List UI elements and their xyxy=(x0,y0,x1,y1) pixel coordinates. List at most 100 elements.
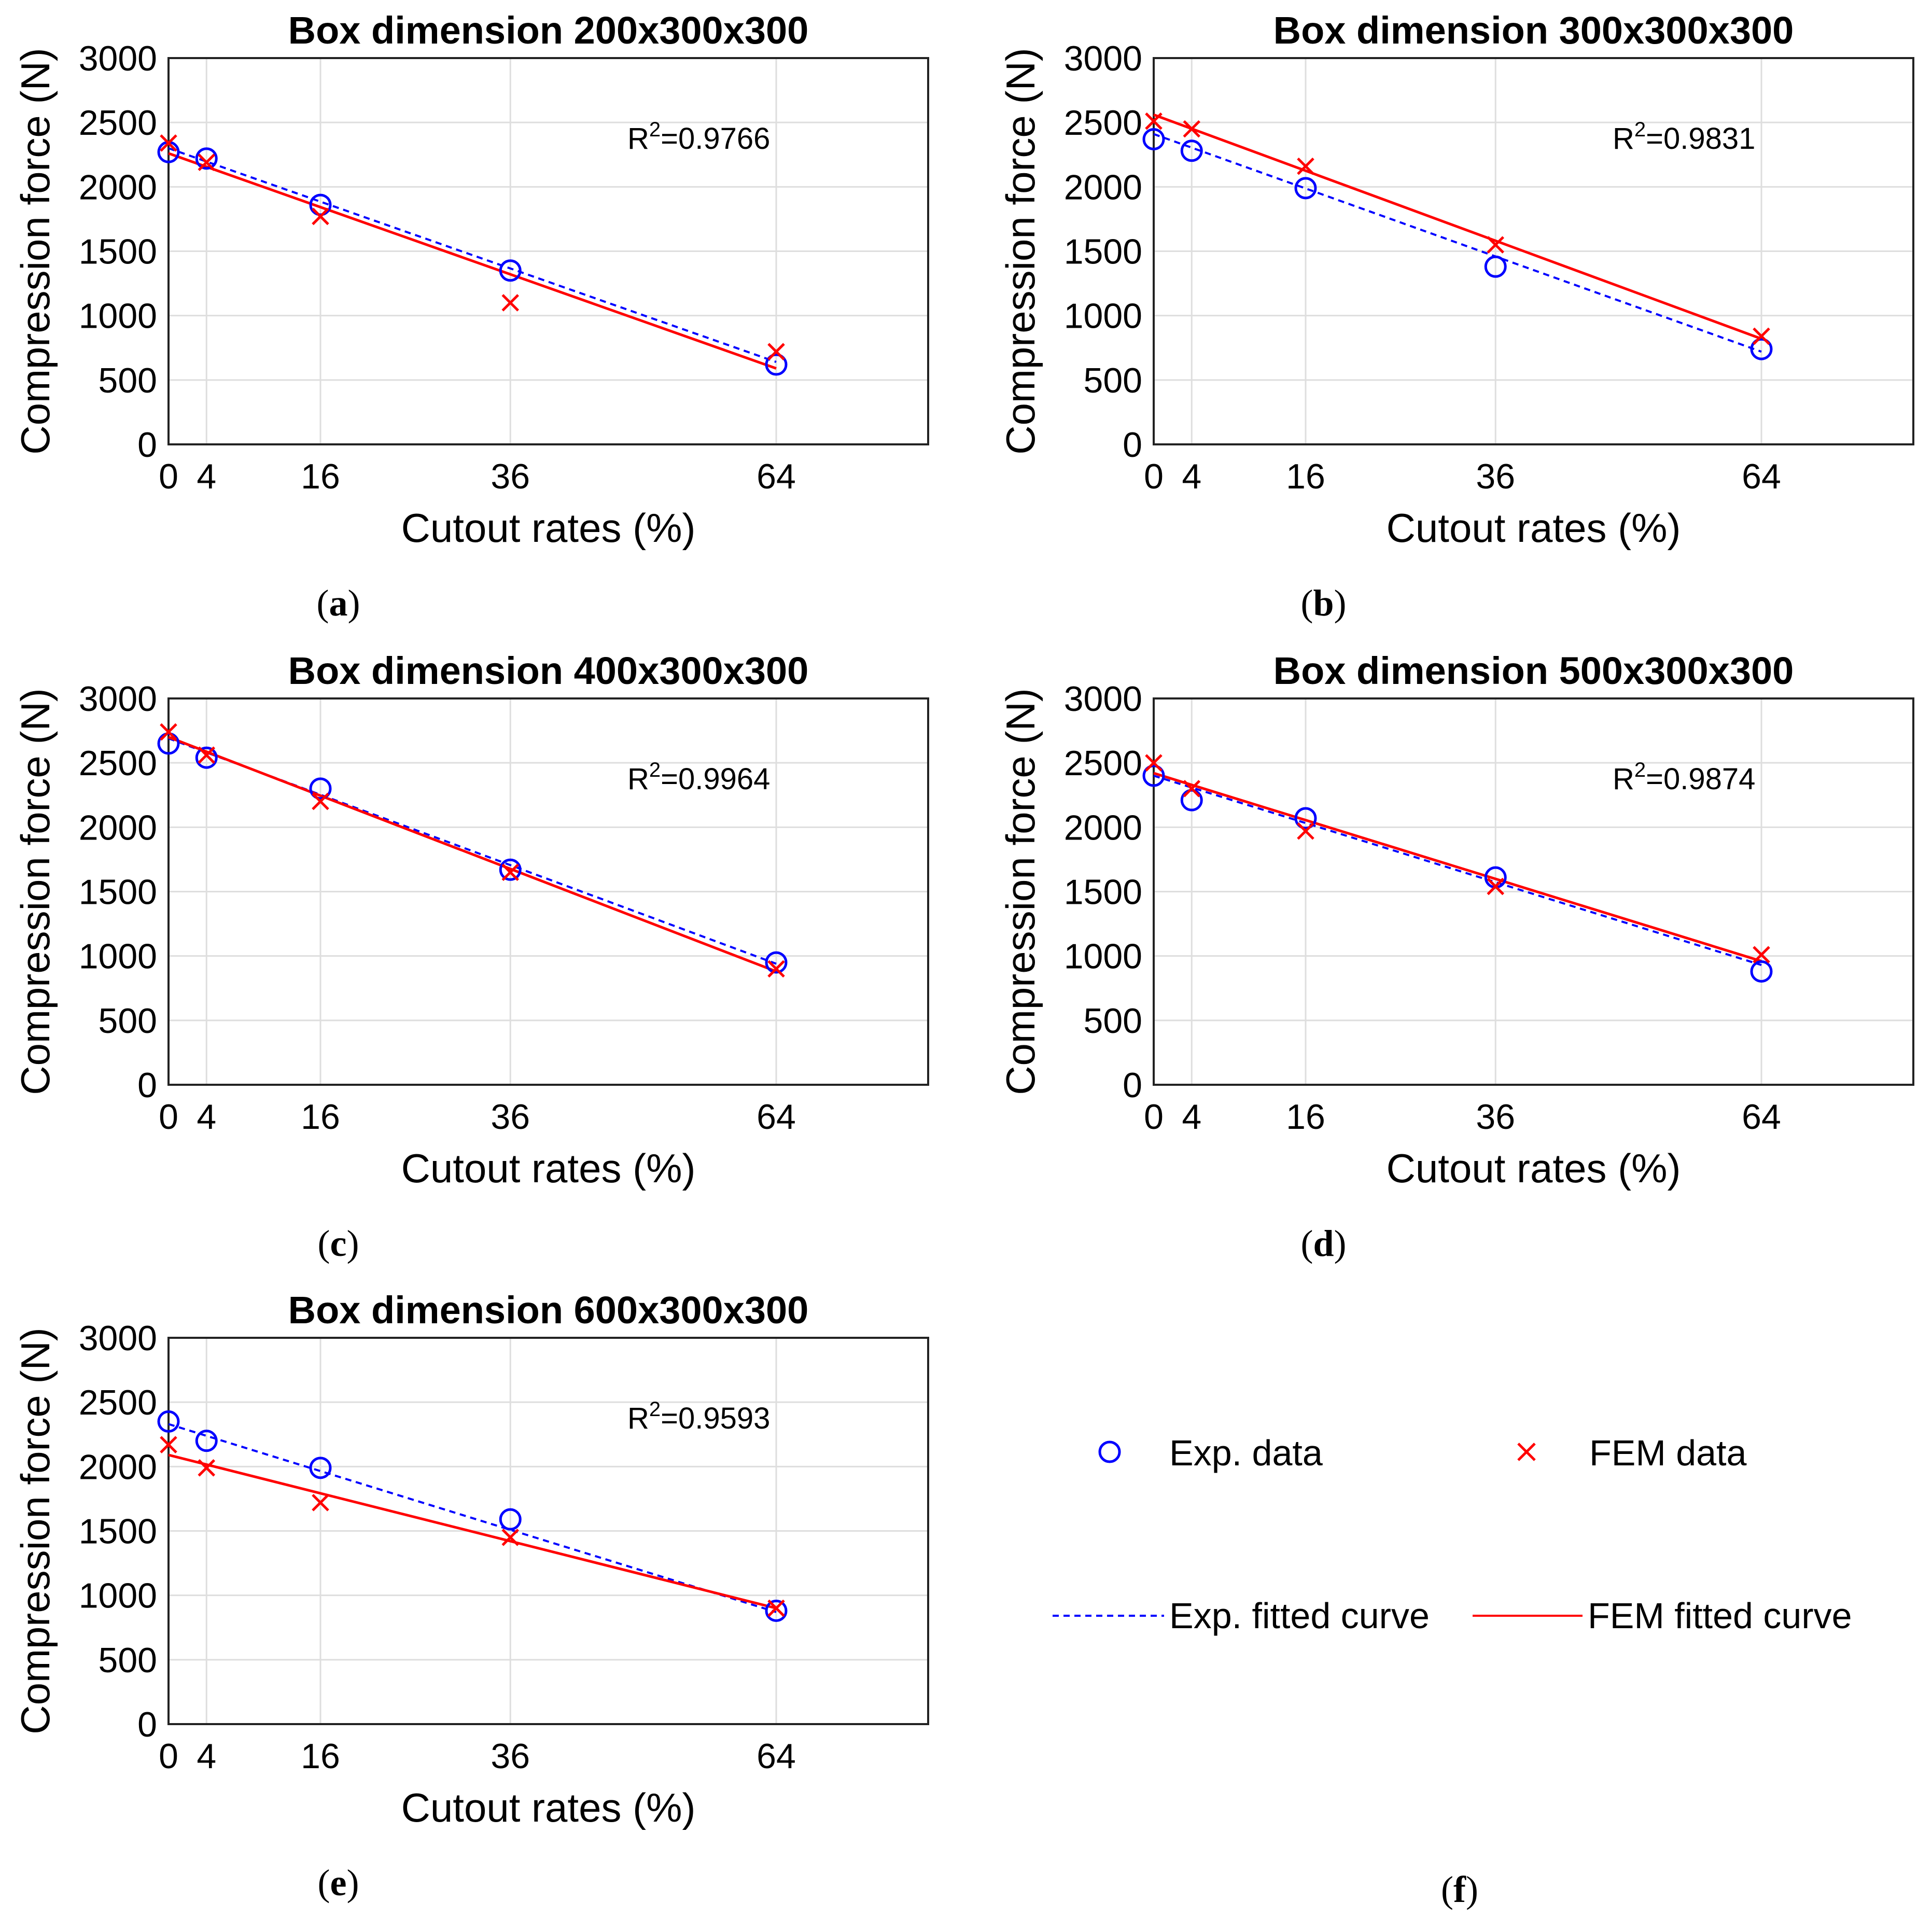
y-tick-label: 1500 xyxy=(1064,232,1142,272)
exp-data-point xyxy=(1750,960,1773,983)
exp-data-point xyxy=(195,147,218,170)
x-tick-label: 64 xyxy=(1742,1097,1781,1137)
fem-data-point xyxy=(1183,120,1201,138)
y-tick-label: 3000 xyxy=(1064,39,1142,78)
exp-fitted-line xyxy=(168,1423,777,1613)
fem-data-point xyxy=(1145,112,1163,130)
x-tick-label: 0 xyxy=(1144,1097,1164,1137)
y-tick-label: 3000 xyxy=(79,39,157,78)
legend-exp-fit-label: Exp. fitted curve xyxy=(1169,1596,1430,1636)
exp-data-point xyxy=(765,1599,788,1622)
panel-caption: (d) xyxy=(1300,1223,1346,1264)
y-tick-label: 0 xyxy=(137,1705,157,1744)
fem-data-point xyxy=(1145,754,1163,772)
fem-data-point xyxy=(1753,327,1770,345)
x-tick-label: 4 xyxy=(197,457,216,496)
x-tick-label: 36 xyxy=(491,457,530,496)
exp-data-point xyxy=(499,1508,522,1531)
x-tick-label: 16 xyxy=(301,457,340,496)
y-axis-label: Compression force (N) xyxy=(998,48,1043,455)
exp-data-point xyxy=(1142,128,1165,150)
x-tick-label: 4 xyxy=(1182,457,1201,496)
fem-data-point xyxy=(312,1494,329,1512)
exp-fitted-line xyxy=(1153,133,1762,353)
exp-data-point xyxy=(309,1457,332,1479)
exp-data-point xyxy=(1142,764,1165,787)
chart-title: Box dimension 300x300x300 xyxy=(1273,9,1794,52)
panel-caption: (c) xyxy=(318,1223,359,1264)
fem-data-point xyxy=(1487,236,1505,254)
y-tick-label: 1000 xyxy=(1064,297,1142,336)
fem-data-point xyxy=(1487,877,1505,895)
exp-data-point xyxy=(1750,338,1773,360)
x-tick-label: 4 xyxy=(197,1737,216,1776)
plot-border xyxy=(1153,57,1914,445)
x-tick-label: 64 xyxy=(757,457,796,496)
y-tick-label: 0 xyxy=(137,1066,157,1105)
exp-data-point xyxy=(157,1410,180,1433)
x-tick-label: 0 xyxy=(159,457,178,496)
y-tick-label: 2000 xyxy=(79,167,157,207)
chart-title: Box dimension 500x300x300 xyxy=(1273,649,1794,692)
panel-caption: (b) xyxy=(1300,582,1346,624)
exp-data-point xyxy=(1484,255,1507,278)
y-axis-label: Compression force (N) xyxy=(12,1327,58,1734)
chart-title: Box dimension 200x300x300 xyxy=(288,9,809,52)
plot-border xyxy=(1153,697,1914,1086)
fem-fitted-line xyxy=(168,736,777,973)
y-tick-label: 1500 xyxy=(79,873,157,912)
exp-data-point xyxy=(195,1430,218,1452)
chart-title: Box dimension 600x300x300 xyxy=(288,1289,809,1332)
legend-exp-data-label: Exp. data xyxy=(1169,1433,1323,1473)
y-axis-label: Compression force (N) xyxy=(12,48,58,455)
x-tick-label: 64 xyxy=(757,1097,796,1137)
plot-border xyxy=(167,1337,929,1725)
r-squared-label: R2=0.9964 xyxy=(627,759,770,796)
y-tick-label: 0 xyxy=(1123,1066,1142,1105)
x-tick-label: 0 xyxy=(1144,457,1164,496)
fem-data-point xyxy=(1183,780,1201,797)
x-axis-label: Cutout rates (%) xyxy=(401,1145,696,1191)
legend-panel: Exp. data FEM data Exp. fitted curve FEM… xyxy=(1053,1433,1852,1910)
chart-title: Box dimension 400x300x300 xyxy=(288,649,809,692)
exp-fitted-line xyxy=(168,147,777,363)
x-tick-label: 0 xyxy=(159,1097,178,1137)
exp-data-point xyxy=(499,858,522,881)
exp-data-point xyxy=(765,353,788,376)
fem-data-point xyxy=(1297,157,1314,175)
fem-fitted-line xyxy=(168,152,777,370)
plot-border xyxy=(167,697,929,1086)
exp-data-point xyxy=(499,259,522,282)
y-tick-label: 500 xyxy=(99,1641,157,1680)
y-tick-label: 2000 xyxy=(79,1447,157,1487)
legend-fem-data-label: FEM data xyxy=(1589,1433,1747,1473)
exp-data-point xyxy=(765,951,788,974)
y-tick-label: 2500 xyxy=(79,1383,157,1422)
y-tick-label: 1000 xyxy=(79,297,157,336)
y-tick-label: 500 xyxy=(1084,361,1142,400)
fem-data-point xyxy=(767,343,785,360)
fem-data-point xyxy=(198,153,216,171)
y-tick-label: 2500 xyxy=(1064,744,1142,783)
x-tick-label: 4 xyxy=(197,1097,216,1137)
r-squared-label: R2=0.9874 xyxy=(1613,759,1755,796)
panel-caption: (f) xyxy=(1441,1869,1478,1910)
x-tick-label: 36 xyxy=(1476,1097,1515,1137)
x-tick-label: 16 xyxy=(301,1097,340,1137)
x-tick-label: 16 xyxy=(301,1737,340,1776)
exp-fitted-line xyxy=(1153,775,1762,966)
fem-data-point xyxy=(198,1459,216,1477)
fem-data-point xyxy=(767,1599,785,1617)
fem-data-point xyxy=(312,207,329,226)
y-tick-label: 2500 xyxy=(79,103,157,143)
y-tick-label: 2000 xyxy=(79,808,157,847)
fem-fitted-line xyxy=(1153,772,1762,962)
fem-fitted-line xyxy=(168,1453,777,1610)
fem-data-point xyxy=(160,134,177,152)
x-tick-label: 4 xyxy=(1182,1097,1201,1137)
